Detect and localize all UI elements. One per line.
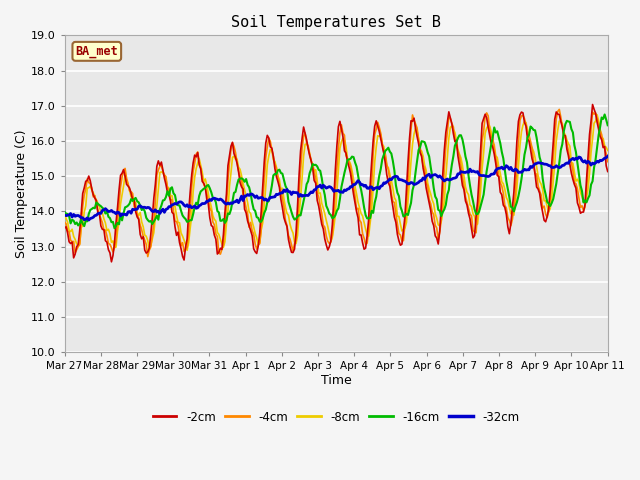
- Text: BA_met: BA_met: [76, 45, 118, 58]
- X-axis label: Time: Time: [321, 374, 351, 387]
- Legend: -2cm, -4cm, -8cm, -16cm, -32cm: -2cm, -4cm, -8cm, -16cm, -32cm: [148, 406, 524, 428]
- Y-axis label: Soil Temperature (C): Soil Temperature (C): [15, 130, 28, 258]
- Title: Soil Temperatures Set B: Soil Temperatures Set B: [231, 15, 441, 30]
